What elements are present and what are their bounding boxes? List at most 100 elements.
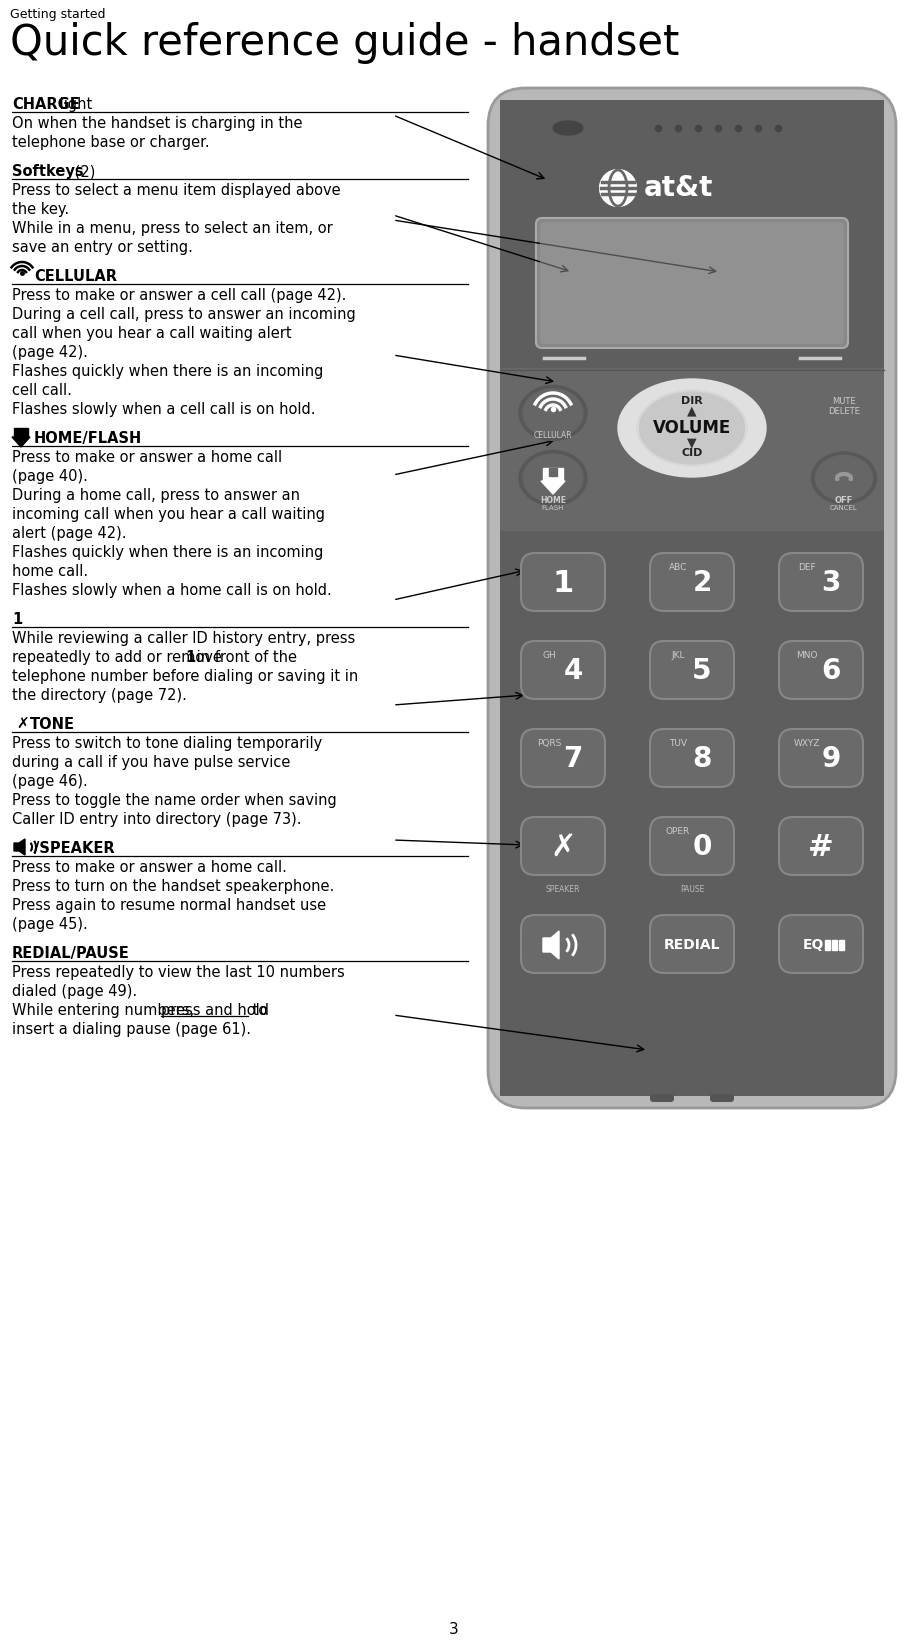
Polygon shape	[543, 468, 563, 481]
FancyBboxPatch shape	[521, 553, 605, 611]
Text: Flashes quickly when there is an incoming: Flashes quickly when there is an incomin…	[12, 365, 324, 379]
Text: 1: 1	[12, 612, 22, 627]
Text: Caller ID entry into directory (page 73).: Caller ID entry into directory (page 73)…	[12, 813, 302, 828]
Text: 4: 4	[564, 657, 583, 685]
Text: ✗: ✗	[550, 832, 575, 862]
FancyBboxPatch shape	[500, 530, 884, 1095]
Ellipse shape	[618, 379, 766, 476]
Bar	[832, 939, 837, 951]
Text: CANCEL: CANCEL	[830, 506, 858, 511]
Text: telephone base or charger.: telephone base or charger.	[12, 135, 210, 149]
Text: JKL: JKL	[671, 650, 684, 660]
Text: 8: 8	[693, 745, 712, 773]
Text: Press to switch to tone dialing temporarily: Press to switch to tone dialing temporar…	[12, 736, 323, 750]
Ellipse shape	[519, 450, 587, 506]
Ellipse shape	[519, 386, 587, 440]
Text: repeatedly to add or remove: repeatedly to add or remove	[12, 650, 226, 665]
Text: the directory (page 72).: the directory (page 72).	[12, 688, 187, 703]
Text: OPER: OPER	[666, 826, 690, 836]
Text: Press to select a menu item displayed above: Press to select a menu item displayed ab…	[12, 182, 341, 199]
Text: During a cell call, press to answer an incoming: During a cell call, press to answer an i…	[12, 307, 355, 322]
FancyBboxPatch shape	[521, 818, 605, 875]
FancyBboxPatch shape	[779, 729, 863, 787]
Text: (2): (2)	[70, 164, 95, 179]
Text: DEF: DEF	[798, 563, 815, 571]
Ellipse shape	[637, 391, 747, 466]
Text: home call.: home call.	[12, 563, 88, 580]
Text: PAUSE: PAUSE	[680, 885, 704, 893]
Text: Press again to resume normal handset use: Press again to resume normal handset use	[12, 898, 326, 913]
Text: light: light	[55, 97, 93, 112]
Text: 7: 7	[564, 745, 583, 773]
Ellipse shape	[553, 122, 583, 135]
FancyBboxPatch shape	[650, 915, 734, 974]
Text: GH: GH	[542, 650, 556, 660]
Text: Softkeys: Softkeys	[12, 164, 84, 179]
Text: Press to make or answer a home call: Press to make or answer a home call	[12, 450, 282, 465]
Polygon shape	[14, 839, 25, 855]
Text: WXYZ: WXYZ	[794, 739, 820, 747]
Text: Press to turn on the handset speakerphone.: Press to turn on the handset speakerphon…	[12, 878, 335, 893]
Text: REDIAL/PAUSE: REDIAL/PAUSE	[12, 946, 130, 961]
Text: CHARGE: CHARGE	[12, 97, 80, 112]
Text: 3: 3	[822, 570, 841, 598]
Text: (page 46).: (page 46).	[12, 773, 88, 790]
Ellipse shape	[640, 392, 744, 463]
Text: the key.: the key.	[12, 202, 69, 217]
Text: While in a menu, press to select an item, or: While in a menu, press to select an item…	[12, 222, 333, 236]
Text: CID: CID	[682, 448, 703, 458]
Text: DELETE: DELETE	[828, 407, 860, 415]
FancyBboxPatch shape	[650, 818, 734, 875]
Polygon shape	[14, 429, 28, 437]
Text: 0: 0	[693, 832, 712, 860]
Text: DIR: DIR	[681, 396, 703, 406]
Text: press and hold: press and hold	[161, 1003, 269, 1018]
Text: TONE: TONE	[30, 718, 75, 732]
Ellipse shape	[523, 389, 583, 437]
FancyBboxPatch shape	[500, 100, 884, 368]
FancyBboxPatch shape	[521, 729, 605, 787]
Text: Quick reference guide - handset: Quick reference guide - handset	[10, 21, 679, 64]
Text: insert a dialing pause (page 61).: insert a dialing pause (page 61).	[12, 1021, 251, 1038]
Ellipse shape	[523, 453, 583, 502]
FancyBboxPatch shape	[650, 729, 734, 787]
Polygon shape	[541, 481, 565, 494]
Text: (page 45).: (page 45).	[12, 916, 88, 933]
Text: Press repeatedly to view the last 10 numbers: Press repeatedly to view the last 10 num…	[12, 965, 345, 980]
Text: Press to make or answer a home call.: Press to make or answer a home call.	[12, 860, 287, 875]
FancyBboxPatch shape	[650, 553, 734, 611]
Text: ✗: ✗	[16, 718, 29, 732]
FancyBboxPatch shape	[500, 100, 884, 1095]
Text: ▲: ▲	[687, 404, 697, 417]
Text: During a home call, press to answer an: During a home call, press to answer an	[12, 488, 300, 502]
Text: Flashes slowly when a home call is on hold.: Flashes slowly when a home call is on ho…	[12, 583, 332, 598]
Text: /SPEAKER: /SPEAKER	[34, 841, 115, 855]
FancyBboxPatch shape	[540, 222, 844, 345]
Text: during a call if you have pulse service: during a call if you have pulse service	[12, 755, 290, 770]
Text: 1: 1	[553, 568, 574, 598]
Text: Flashes quickly when there is an incoming: Flashes quickly when there is an incomin…	[12, 545, 324, 560]
Text: CELLULAR: CELLULAR	[34, 269, 117, 284]
Text: 3: 3	[449, 1622, 459, 1637]
Polygon shape	[12, 437, 30, 447]
FancyBboxPatch shape	[536, 218, 848, 348]
Text: dialed (page 49).: dialed (page 49).	[12, 984, 137, 998]
Text: Press to toggle the name order when saving: Press to toggle the name order when savi…	[12, 793, 336, 808]
Text: OFF: OFF	[834, 496, 854, 504]
Text: ABC: ABC	[669, 563, 687, 571]
Text: While reviewing a caller ID history entry, press: While reviewing a caller ID history entr…	[12, 631, 355, 645]
Text: While entering numbers,: While entering numbers,	[12, 1003, 199, 1018]
Text: MNO: MNO	[796, 650, 818, 660]
Text: SPEAKER: SPEAKER	[545, 885, 580, 893]
Text: (page 40).: (page 40).	[12, 470, 88, 484]
FancyBboxPatch shape	[488, 89, 896, 1108]
Text: 9: 9	[822, 745, 841, 773]
FancyBboxPatch shape	[650, 640, 734, 699]
Text: Flashes slowly when a cell call is on hold.: Flashes slowly when a cell call is on ho…	[12, 402, 315, 417]
FancyBboxPatch shape	[779, 818, 863, 875]
Text: (page 42).: (page 42).	[12, 345, 88, 360]
FancyBboxPatch shape	[521, 915, 605, 974]
Text: TUV: TUV	[669, 739, 687, 747]
Text: HOME/FLASH: HOME/FLASH	[34, 430, 142, 447]
Text: cell call.: cell call.	[12, 383, 72, 397]
